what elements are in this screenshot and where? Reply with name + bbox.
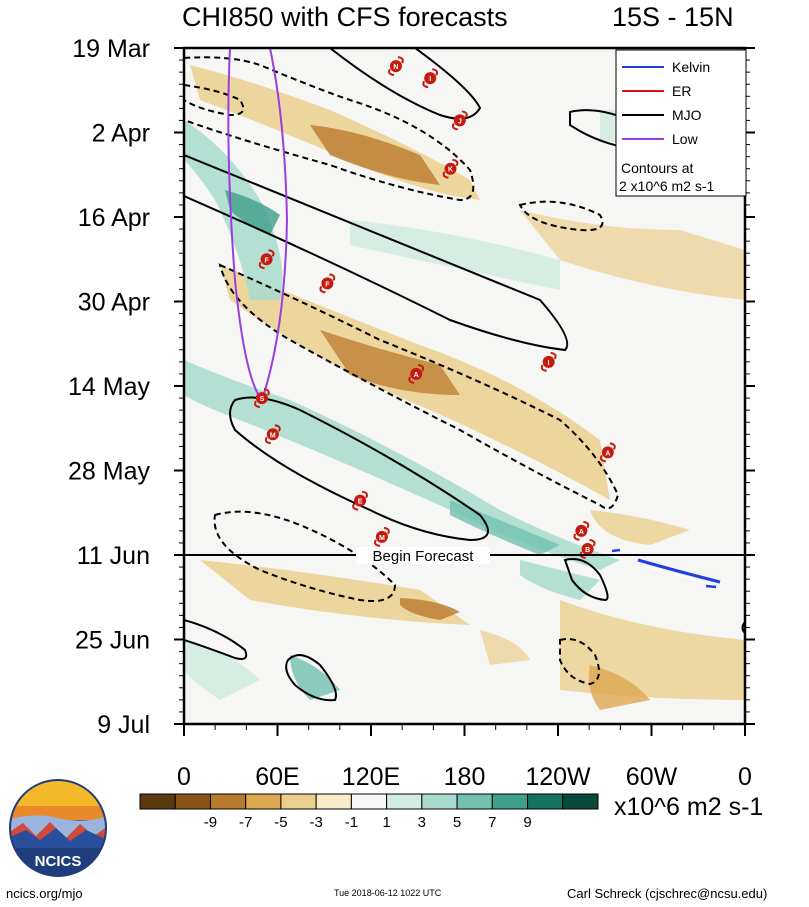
- cyclone-marker: M: [374, 526, 390, 547]
- colorbar-label: 7: [488, 814, 496, 831]
- cyclone-marker: F: [319, 273, 336, 294]
- colorbar-unit: x10^6 m2 s-1: [614, 793, 764, 821]
- x-tick-label: 60E: [255, 763, 299, 791]
- cyclone-label: S: [260, 396, 265, 403]
- cyclone-label: B: [585, 547, 590, 554]
- begin-forecast-label: Begin Forecast: [373, 548, 475, 565]
- legend-entry-label: Kelvin: [672, 59, 710, 75]
- y-tick-label: 2 Apr: [92, 120, 150, 148]
- colorbar-swatch: [139, 793, 176, 810]
- cyclone-label: M: [379, 535, 385, 542]
- colorbar-swatch: [174, 793, 211, 810]
- legend-entry-label: Low: [672, 131, 699, 147]
- x-tick-label: 180: [444, 763, 486, 791]
- cyclone-label: N: [393, 64, 398, 71]
- colorbar-label: -3: [309, 814, 322, 831]
- y-tick-label: 19 Mar: [72, 35, 150, 63]
- cyclone-marker: J: [451, 110, 468, 131]
- cyclone-label: M: [270, 432, 276, 439]
- y-axis: 19 Mar 2 Apr 16 Apr 30 Apr 14 May 28 May 11 Ju…: [68, 35, 755, 739]
- x-tick-label: 60W: [626, 763, 678, 791]
- region-label: 15S - 15N: [612, 2, 734, 32]
- colorbar-label: 9: [523, 814, 531, 831]
- colorbar-swatch: [421, 793, 458, 810]
- cyclone-marker: I: [540, 351, 557, 372]
- ncics-logo: NCICS: [9, 779, 107, 877]
- colorbar-swatch: [280, 793, 317, 810]
- colorbar-swatch: [350, 793, 388, 810]
- kelvin-contour: [611, 548, 721, 589]
- cyclone-label: I: [429, 76, 431, 83]
- legend-note-line1: Contours at: [621, 160, 693, 176]
- colorbar-swatch: [527, 793, 564, 810]
- legend-note-line2: 2 x10^6 m2 s-1: [619, 178, 714, 194]
- legend-entry-label: MJO: [672, 107, 702, 123]
- colorbar-label: -1: [345, 814, 358, 831]
- y-tick-label: 30 Apr: [78, 289, 150, 317]
- colorbar-label: 3: [418, 814, 426, 831]
- site-url[interactable]: ncics.org/mjo: [6, 886, 83, 901]
- x-tick-label: 120W: [525, 763, 591, 791]
- cyclone-label: F: [264, 257, 269, 264]
- y-tick-label: 14 May: [68, 373, 150, 401]
- cyclone-marker: A: [408, 363, 425, 384]
- x-tick-label: 0: [177, 763, 191, 791]
- cyclone-marker: I: [422, 68, 439, 89]
- logo-text: NCICS: [35, 853, 82, 870]
- colorbar-swatch: [562, 793, 599, 810]
- colorbar-swatch: [491, 793, 529, 810]
- y-tick-label: 25 Jun: [75, 627, 150, 655]
- cyclone-marker: E: [352, 490, 368, 511]
- y-tick-label: 16 Apr: [78, 204, 150, 232]
- x-tick-label: 120E: [342, 763, 400, 791]
- cyclone-marker: F: [258, 249, 275, 270]
- colorbar-swatch: [245, 793, 282, 810]
- cyclone-label: J: [458, 118, 462, 125]
- colorbar: -9 -7 -5 -3 -1 1 3 5 7 9: [139, 793, 599, 831]
- cyclone-label: I: [548, 360, 550, 367]
- cyclone-label: A: [605, 450, 610, 457]
- chart-title: CHI850 with CFS forecasts: [182, 2, 508, 32]
- colorbar-swatch: [315, 793, 352, 810]
- colorbar-label: 5: [453, 814, 461, 831]
- cyclone-layer: N I J K F F I A S M A E A M B: [254, 56, 616, 559]
- legend-entry-label: ER: [672, 83, 691, 99]
- cyclone-label: A: [414, 372, 419, 379]
- cyclone-marker: S: [254, 388, 270, 409]
- colorbar-swatch: [209, 793, 247, 810]
- x-axis: 0 60E 120E 180 120W 60W 0: [177, 724, 752, 791]
- y-tick-label: 28 May: [68, 458, 150, 486]
- timestamp: Tue 2018-06-12 1022 UTC: [334, 888, 442, 898]
- y-tick-label: 9 Jul: [97, 711, 150, 739]
- author-credit: Carl Schreck (cjschrec@ncsu.edu): [567, 886, 768, 901]
- colorbar-swatch: [456, 793, 493, 810]
- cyclone-label: F: [325, 281, 330, 288]
- cyclone-label: K: [448, 167, 453, 174]
- cyclone-label: A: [579, 529, 584, 536]
- cyclone-marker: A: [573, 520, 590, 541]
- y-tick-label: 11 Jun: [77, 542, 150, 570]
- legend: Kelvin ER MJO Low Contours at 2 x10^6 m2 s-…: [615, 49, 747, 197]
- cyclone-label: E: [358, 499, 363, 506]
- x-tick-label: 0: [738, 763, 752, 791]
- cyclone-marker: K: [442, 158, 459, 179]
- colorbar-label: -5: [274, 814, 287, 831]
- colorbar-label: -7: [239, 814, 252, 831]
- cyclone-marker: A: [599, 442, 616, 463]
- cyclone-marker: M: [264, 424, 281, 445]
- mjo-negative-contours: [184, 56, 620, 686]
- colorbar-label: -9: [204, 814, 217, 831]
- cyclone-marker: N: [388, 56, 404, 77]
- colorbar-swatch: [386, 793, 423, 810]
- colorbar-label: 1: [382, 814, 390, 831]
